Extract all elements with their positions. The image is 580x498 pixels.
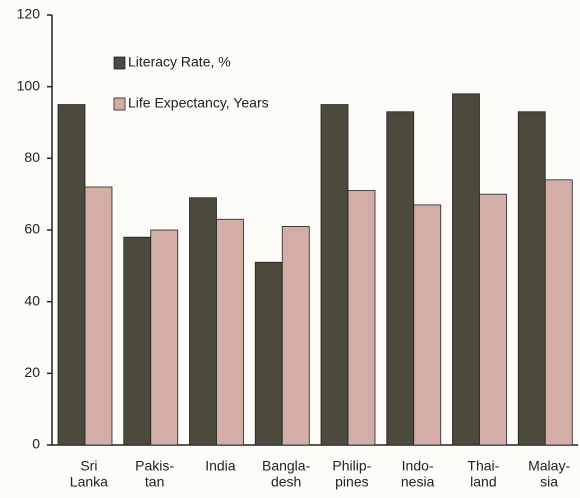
x-tick-label: nesia — [401, 474, 435, 490]
bar — [452, 93, 480, 446]
legend-label: Life Expectancy, Years — [128, 95, 269, 111]
y-tick-label: 120 — [17, 6, 41, 22]
x-tick-label: Pakis- — [135, 458, 174, 474]
bar — [57, 104, 86, 446]
x-tick-label: pines — [335, 474, 368, 490]
legend-label: Literacy Rate, % — [128, 54, 231, 70]
bar — [413, 204, 442, 446]
bar — [320, 104, 349, 446]
y-tick-label: 80 — [24, 149, 40, 165]
x-tick-label: India — [205, 458, 236, 474]
bar — [517, 111, 546, 446]
bar — [479, 193, 507, 446]
x-tick-label: land — [470, 474, 496, 490]
legend-swatch — [113, 56, 126, 70]
x-tick-label: desh — [271, 474, 301, 490]
bar — [544, 179, 573, 446]
bar — [150, 229, 179, 446]
y-tick-label: 60 — [24, 221, 40, 237]
bar — [216, 218, 244, 446]
bar — [84, 186, 113, 446]
bar — [254, 261, 283, 446]
x-tick-label: tan — [145, 474, 164, 490]
bar — [281, 226, 310, 446]
bar — [123, 236, 152, 446]
bar — [189, 197, 217, 446]
bar — [386, 111, 415, 446]
x-tick-label: Lanka — [70, 474, 108, 490]
bar — [347, 190, 376, 446]
y-tick-label: 0 — [32, 436, 40, 452]
x-tick-label: Indo- — [402, 458, 434, 474]
y-tick-label: 20 — [24, 364, 40, 380]
legend-swatch — [113, 97, 126, 111]
x-tick-label: Bangla- — [262, 458, 311, 474]
x-tick-label: Sri — [80, 458, 97, 474]
x-tick-label: Philip- — [332, 458, 371, 474]
y-tick-label: 40 — [24, 292, 40, 308]
y-tick-label: 100 — [17, 77, 41, 93]
x-tick-label: Thai- — [467, 458, 499, 474]
x-tick-label: Malay- — [528, 458, 570, 474]
x-tick-label: sia — [540, 474, 558, 490]
